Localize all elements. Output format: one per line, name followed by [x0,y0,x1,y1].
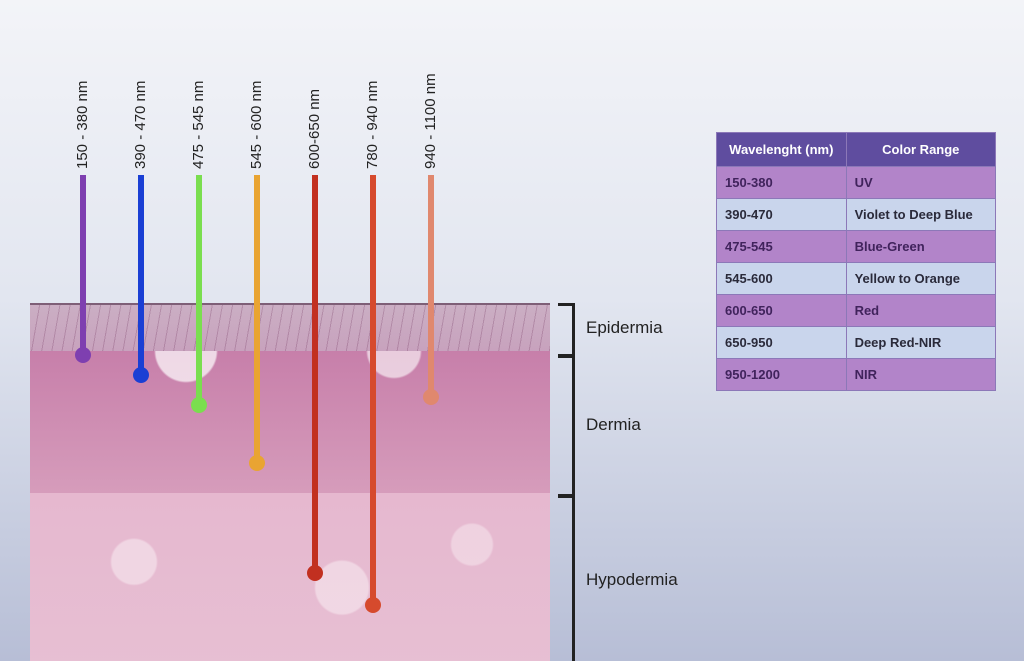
cell-wavelength: 950-1200 [717,359,847,391]
skin-penetration-diagram: Epidermia Dermia Hypodermia 150 - 380 nm… [30,45,590,635]
probe-stem [312,175,318,573]
table-header-row: Wavelenght (nm) Color Range [717,133,996,167]
cell-wavelength: 545-600 [717,263,847,295]
cell-wavelength: 650-950 [717,327,847,359]
probe-tip-icon [307,565,323,581]
cell-color: NIR [846,359,995,391]
cell-wavelength: 390-470 [717,199,847,231]
probe-tip-icon [423,389,439,405]
cell-wavelength: 600-650 [717,295,847,327]
cell-color: Deep Red-NIR [846,327,995,359]
layer-label-dermis: Dermia [586,415,641,435]
probe-tip-icon [249,455,265,471]
probe-tip-icon [191,397,207,413]
cell-color: Violet to Deep Blue [846,199,995,231]
probe-label: 150 - 380 nm [74,81,91,169]
probe-stem [138,175,144,375]
table-row: 390-470 Violet to Deep Blue [717,199,996,231]
layer-label-epidermis: Epidermia [586,318,663,338]
probe-label: 780 - 940 nm [364,81,381,169]
table-row: 545-600 Yellow to Orange [717,263,996,295]
table-row: 650-950 Deep Red-NIR [717,327,996,359]
probe-label: 475 - 545 nm [190,81,207,169]
probe-tip-icon [75,347,91,363]
probe-tip-icon [365,597,381,613]
probe-label: 390 - 470 nm [132,81,149,169]
skin-layer-hypodermis [30,493,550,661]
table-row: 475-545 Blue-Green [717,231,996,263]
cell-wavelength: 475-545 [717,231,847,263]
bracket-hypodermis [558,495,575,661]
probe-stem [428,175,434,397]
bracket-dermis [558,355,575,497]
probe-label: 940 - 1100 nm [422,73,439,169]
probe-stem [80,175,86,355]
cell-color: Red [846,295,995,327]
probe-label: 600-650 nm [306,89,323,169]
table-row: 600-650 Red [717,295,996,327]
probe-label: 545 - 600 nm [248,81,265,169]
cell-color: UV [846,167,995,199]
table-row: 950-1200 NIR [717,359,996,391]
layer-label-hypodermis: Hypodermia [586,570,678,590]
bracket-epidermis [558,303,575,357]
table-row: 150-380 UV [717,167,996,199]
probe-stem [254,175,260,463]
skin-layer-epidermis [30,303,550,353]
probe-stem [370,175,376,605]
table-header-color: Color Range [846,133,995,167]
wavelength-table: Wavelenght (nm) Color Range 150-380 UV 3… [716,132,996,391]
probe-tip-icon [133,367,149,383]
table-header-wavelength: Wavelenght (nm) [717,133,847,167]
skin-layer-dermis [30,351,550,493]
cell-wavelength: 150-380 [717,167,847,199]
cell-color: Yellow to Orange [846,263,995,295]
cell-color: Blue-Green [846,231,995,263]
probe-stem [196,175,202,405]
